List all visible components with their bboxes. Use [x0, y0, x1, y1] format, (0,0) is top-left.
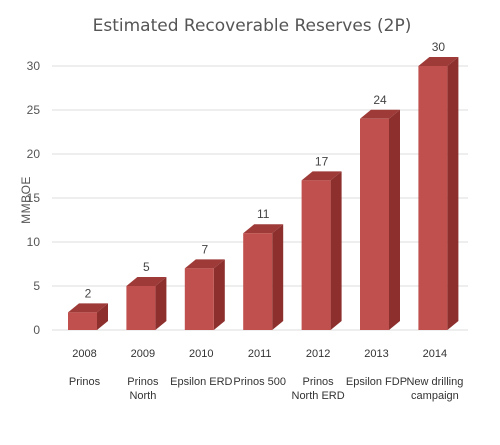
- x-tick-project: Prinos: [69, 376, 101, 388]
- x-tick-project: Epsilon FDP: [346, 376, 407, 388]
- bar-top: [68, 303, 108, 313]
- bar-side: [97, 303, 108, 330]
- bar: [243, 224, 284, 330]
- bar-side: [447, 57, 459, 330]
- bar: [301, 171, 342, 330]
- bar-top: [301, 171, 342, 181]
- bar-top: [418, 57, 459, 66]
- x-tick-project: North ERD: [292, 390, 345, 402]
- y-axis-label: MMBOE: [19, 176, 33, 224]
- y-tick-label: 15: [27, 191, 41, 205]
- bar-front: [243, 233, 273, 330]
- x-tick-year: 2011: [248, 348, 272, 360]
- x-tick-year: 2013: [364, 348, 388, 360]
- x-tick-year: 2012: [306, 348, 330, 360]
- bar-front: [301, 180, 331, 330]
- bar-top: [243, 224, 284, 234]
- bar: [360, 109, 400, 330]
- bars: [68, 57, 459, 330]
- data-label: 24: [373, 93, 387, 107]
- bar-top: [126, 277, 167, 286]
- x-tick-year: 2009: [131, 348, 155, 360]
- bar-side: [272, 224, 284, 330]
- data-label: 17: [315, 154, 329, 168]
- bar: [126, 277, 167, 330]
- bar-side: [213, 259, 225, 330]
- bar-side: [155, 277, 167, 330]
- bar-front: [126, 286, 156, 330]
- y-tick-label: 10: [27, 235, 41, 249]
- bar: [184, 259, 225, 330]
- x-tick-year: 2014: [423, 348, 447, 360]
- y-tick-label: 20: [27, 147, 41, 161]
- bar-top: [184, 259, 225, 269]
- x-tick-year: 2008: [72, 348, 96, 360]
- chart-title: Estimated Recoverable Reserves (2P): [93, 16, 412, 36]
- x-tick-project: Prinos 500: [233, 376, 286, 388]
- bar-front: [68, 312, 97, 330]
- x-tick-project: North: [129, 390, 156, 402]
- bar-side: [330, 171, 342, 330]
- x-tick-year: 2010: [189, 348, 213, 360]
- bar: [68, 303, 108, 330]
- y-axis-ticks: 0 5 10 15 20 25 30: [27, 59, 41, 337]
- y-tick-label: 25: [27, 103, 41, 117]
- x-axis-categories: 2008 Prinos 2009 Prinos North 2010 Epsilon ERD…: [69, 348, 463, 402]
- data-label: 2: [85, 286, 92, 300]
- y-tick-label: 5: [33, 279, 40, 293]
- data-label: 11: [257, 207, 270, 221]
- bar-front: [418, 66, 448, 330]
- data-labels: 2 5 7 11 17 24 30: [85, 40, 446, 300]
- y-tick-label: 30: [27, 59, 41, 73]
- bar-front: [360, 118, 389, 330]
- bar-top: [360, 109, 400, 119]
- x-tick-project: New drilling: [406, 376, 463, 388]
- x-tick-project: campaign: [411, 390, 459, 402]
- bar-side: [389, 109, 400, 330]
- bar-front: [184, 268, 214, 330]
- data-label: 30: [432, 40, 446, 54]
- y-tick-label: 0: [33, 323, 40, 337]
- x-tick-project: Epsilon ERD: [170, 376, 232, 388]
- data-label: 7: [201, 242, 208, 256]
- data-label: 5: [143, 260, 150, 274]
- x-tick-project: Prinos: [303, 376, 335, 388]
- bar: [418, 57, 459, 330]
- x-tick-project: Prinos: [127, 376, 159, 388]
